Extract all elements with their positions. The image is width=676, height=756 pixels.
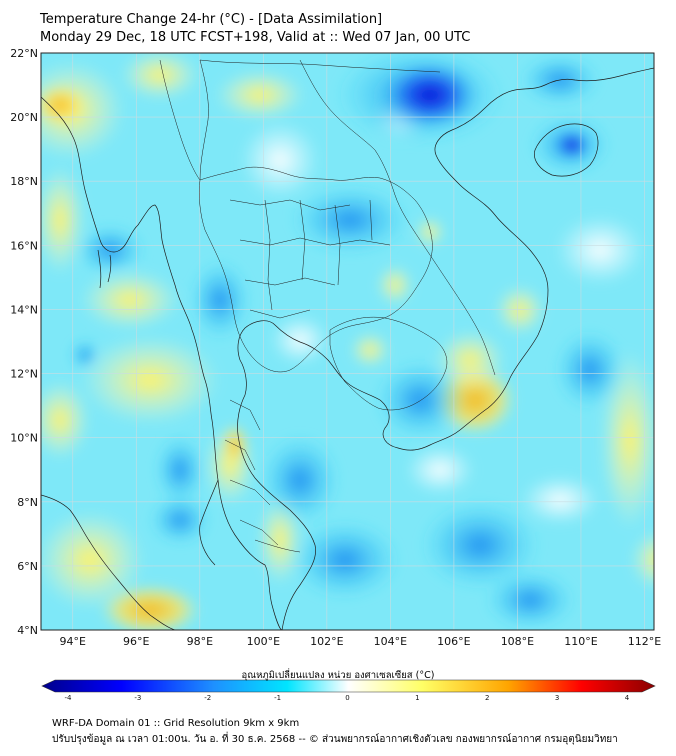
map-title: Temperature Change 24-hr (°C) - [Data As… <box>40 12 383 27</box>
map-frame <box>40 52 655 631</box>
longitude-tick-label: 102°E <box>310 635 343 648</box>
colorbar-label: อุณหภูมิเปลี่ยนแปลง หน่วย องศาเซลเซียส (… <box>241 670 435 681</box>
longitude-labels: 94°E 96°E 98°E 100°E 102°E 104°E 106°E 108°E 110… <box>60 635 662 648</box>
longitude-tick-label: 106°E <box>437 635 470 648</box>
latitude-tick-label: 22°N <box>10 47 38 60</box>
latitude-tick-label: 6°N <box>17 560 38 573</box>
longitude-tick-label: 108°E <box>501 635 534 648</box>
latitude-tick-label: 20°N <box>10 111 38 124</box>
map-subtitle: Monday 29 Dec, 18 UTC FCST+198, Valid at… <box>40 30 471 45</box>
colorbar-tick-label: 4 <box>625 694 630 702</box>
colorbar-tick-label: -3 <box>134 694 141 702</box>
colorbar-tick-label: 3 <box>555 694 559 702</box>
longitude-tick-label: 110°E <box>564 635 597 648</box>
grid-lines <box>41 53 654 630</box>
latitude-tick-label: 8°N <box>17 496 38 509</box>
longitude-tick-label: 100°E <box>247 635 280 648</box>
temperature-field <box>41 53 654 630</box>
colorbar-ticks: -4 -3 -2 -1 0 1 2 3 4 <box>65 694 630 702</box>
latitude-tick-label: 16°N <box>10 239 38 252</box>
colorbar-tick-label: 2 <box>485 694 489 702</box>
colorbar-tick-label: -2 <box>204 694 211 702</box>
colorbar-tick-label: 1 <box>415 694 419 702</box>
longitude-tick-label: 104°E <box>374 635 407 648</box>
longitude-tick-label: 94°E <box>60 635 86 648</box>
latitude-tick-label: 4°N <box>17 624 38 637</box>
colorbar-tick-label: -1 <box>274 694 281 702</box>
latitude-tick-label: 18°N <box>10 175 38 188</box>
colorbar: -4 -3 -2 -1 0 1 2 3 4 <box>41 679 656 702</box>
footer-credit: ปรับปรุงข้อมูล ณ เวลา 01:00น. วัน อ. ที่… <box>52 734 618 745</box>
coastlines <box>41 67 654 630</box>
latitude-tick-label: 10°N <box>10 432 38 445</box>
colorbar-tick-label: -4 <box>65 694 73 702</box>
footer-model-info: WRF-DA Domain 01 :: Grid Resolution 9km … <box>52 718 300 729</box>
longitude-tick-label: 96°E <box>123 635 149 648</box>
longitude-tick-label: 112°E <box>628 635 661 648</box>
longitude-tick-label: 98°E <box>187 635 213 648</box>
country-borders <box>159 59 496 553</box>
colorbar-bar <box>41 679 656 693</box>
latitude-tick-label: 12°N <box>10 368 38 381</box>
latitude-tick-label: 14°N <box>10 303 38 316</box>
latitude-labels: 22°N 20°N 18°N 16°N 14°N 12°N 10°N 8°N 6°N 4°N <box>10 47 38 637</box>
colorbar-tick-label: 0 <box>345 694 349 702</box>
